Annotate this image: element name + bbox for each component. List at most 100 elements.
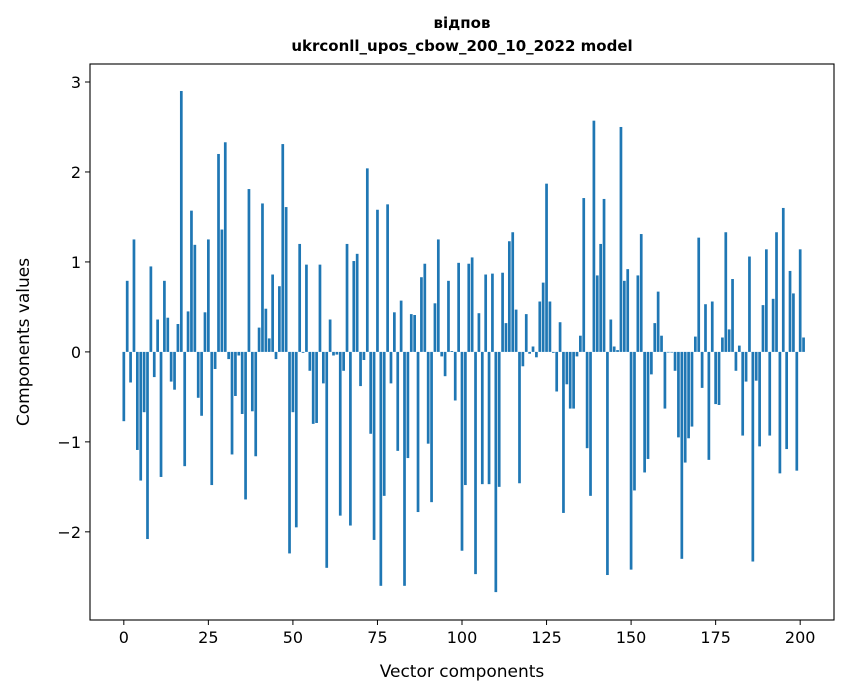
bar-67 xyxy=(349,351,352,526)
bar-6 xyxy=(142,351,146,413)
bar-172 xyxy=(704,304,707,352)
bar-73 xyxy=(369,351,373,434)
bar-160 xyxy=(663,351,667,409)
x-tick-label: 200 xyxy=(785,628,816,647)
bar-47 xyxy=(281,144,285,352)
bar-201 xyxy=(802,337,805,352)
x-tick-label: 150 xyxy=(616,628,647,647)
bar-197 xyxy=(788,270,792,352)
bar-87 xyxy=(416,351,420,513)
bar-175 xyxy=(714,351,717,405)
bar-154 xyxy=(643,351,646,473)
bar-76 xyxy=(379,351,383,586)
bar-157 xyxy=(653,323,657,352)
x-tick-label: 0 xyxy=(119,628,129,647)
bar-64 xyxy=(338,351,342,516)
bar-88 xyxy=(420,277,423,352)
bar-101 xyxy=(464,351,467,486)
y-tick-label: 2 xyxy=(71,163,81,182)
bar-141 xyxy=(599,243,603,352)
bar-133 xyxy=(572,351,575,409)
bar-107 xyxy=(484,274,488,352)
bar-198 xyxy=(792,293,795,352)
bar-56 xyxy=(311,351,315,424)
bar-116 xyxy=(514,309,518,352)
bar-98 xyxy=(453,351,457,401)
bar-122 xyxy=(535,351,538,358)
bar-7 xyxy=(146,351,149,540)
bar-191 xyxy=(768,351,772,436)
bar-111 xyxy=(497,351,501,487)
bar-66 xyxy=(345,243,349,352)
bar-93 xyxy=(436,239,440,352)
bar-146 xyxy=(616,350,619,352)
bar-115 xyxy=(511,232,515,352)
y-axis-ticks: −2 −1 0 1 2 3 xyxy=(57,73,90,542)
x-tick-label: 125 xyxy=(531,628,562,647)
y-tick-label: −1 xyxy=(57,433,81,452)
y-axis-label: Components values xyxy=(14,258,34,426)
bar-108 xyxy=(487,351,491,485)
bar-82 xyxy=(399,300,403,352)
bar-68 xyxy=(352,261,356,352)
bar-150 xyxy=(629,351,633,570)
bar-5 xyxy=(139,351,143,481)
bar-14 xyxy=(169,351,173,382)
bar-55 xyxy=(308,351,312,371)
bar-29 xyxy=(220,229,224,352)
y-tick-label: 1 xyxy=(71,253,81,272)
bars-layer xyxy=(122,90,805,593)
bar-94 xyxy=(440,351,444,357)
bar-78 xyxy=(386,204,389,352)
bar-86 xyxy=(413,315,417,352)
bar-0 xyxy=(122,351,126,422)
bar-178 xyxy=(724,232,728,352)
bar-187 xyxy=(754,351,758,381)
bar-176 xyxy=(717,351,721,405)
bar-65 xyxy=(342,351,345,371)
bar-16 xyxy=(176,324,180,352)
bar-20 xyxy=(190,210,193,352)
bar-26 xyxy=(210,351,214,486)
bar-85 xyxy=(409,314,413,352)
bar-1 xyxy=(125,280,129,352)
bar-159 xyxy=(660,335,663,352)
bar-149 xyxy=(626,269,630,352)
bar-36 xyxy=(244,351,247,500)
bar-30 xyxy=(223,142,227,352)
bar-39 xyxy=(254,351,258,457)
bar-136 xyxy=(582,198,586,352)
bar-69 xyxy=(355,253,359,352)
bar-63 xyxy=(335,351,339,355)
bar-183 xyxy=(741,351,745,436)
bar-17 xyxy=(179,90,183,352)
bar-52 xyxy=(298,243,302,352)
bar-125 xyxy=(545,183,548,352)
bar-109 xyxy=(491,273,494,352)
bar-105 xyxy=(477,313,481,352)
y-tick-label: 3 xyxy=(71,73,81,92)
bar-168 xyxy=(690,351,694,427)
bar-72 xyxy=(365,168,369,352)
bar-173 xyxy=(707,351,711,460)
bar-11 xyxy=(159,351,163,477)
bar-143 xyxy=(606,351,609,576)
bar-126 xyxy=(548,301,552,352)
bar-44 xyxy=(271,274,274,352)
chart-title: відпов xyxy=(434,14,491,32)
bar-75 xyxy=(376,209,379,352)
bar-156 xyxy=(650,351,653,375)
bar-151 xyxy=(633,351,636,491)
bar-148 xyxy=(622,280,626,352)
bar-192 xyxy=(771,298,775,352)
bar-127 xyxy=(551,351,555,353)
bar-128 xyxy=(555,351,559,392)
x-axis-ticks: 0 25 50 75 100 125 150 175 200 xyxy=(119,620,816,647)
bar-129 xyxy=(558,322,562,352)
bar-171 xyxy=(700,351,704,388)
bar-130 xyxy=(562,351,565,513)
bar-199 xyxy=(795,351,799,471)
bar-190 xyxy=(765,249,768,352)
bar-170 xyxy=(697,237,701,352)
chart-subtitle: ukrconll_upos_cbow_200_10_2022 model xyxy=(291,37,632,55)
